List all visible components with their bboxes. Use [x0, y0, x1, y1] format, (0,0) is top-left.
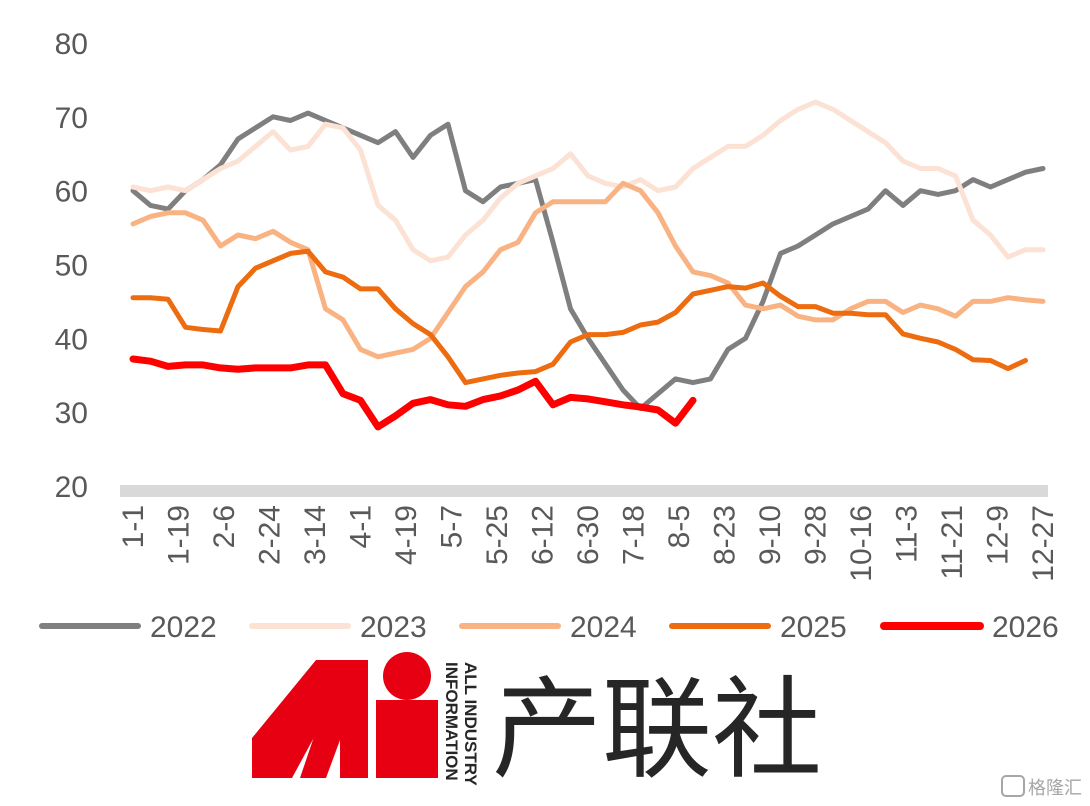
series-line-2023 [130, 99, 1046, 264]
series-line-2026 [129, 355, 697, 431]
x-tick-label: 4-1 [345, 505, 378, 548]
x-tick-label: 11-21 [936, 505, 969, 580]
x-tick-label: 3-14 [299, 505, 332, 565]
brand-tagline-line2: INFORMATION [442, 662, 461, 781]
x-tick-label: 2-24 [254, 505, 287, 565]
x-axis-bar [120, 485, 1048, 497]
x-tick-label: 5-25 [481, 505, 514, 565]
series-line-2022 [130, 110, 1046, 411]
series-line-2024 [130, 180, 1046, 360]
x-tick-label: 6-30 [572, 505, 605, 565]
legend-label-2026: 2026 [992, 611, 1059, 644]
x-tick-label: 9-28 [800, 505, 833, 565]
legend-label-2023: 2023 [360, 611, 427, 644]
x-axis: 1-1 1-19 2-6 2-24 3-14 4-1 4-19 5-7 5-25 6-12 6-30… [117, 505, 1060, 582]
logo-letter-i-dot [383, 652, 431, 700]
x-tick-label: 1-1 [117, 505, 150, 548]
legend: 2022 2023 2024 2025 2026 [39, 611, 1059, 644]
x-tick-label: 2-6 [208, 505, 241, 548]
logo-letter-i-stem [376, 700, 438, 778]
legend-label-2024: 2024 [570, 611, 637, 644]
brand-name-cn: 产联社 [492, 666, 822, 794]
x-tick-label: 1-19 [163, 505, 196, 565]
watermark: 格隆汇 [1001, 775, 1082, 799]
y-tick-label: 40 [55, 323, 88, 356]
legend-label-2022: 2022 [150, 611, 217, 644]
brand-tagline-line1: ALL INDUSTRY [461, 662, 480, 786]
y-tick-label: 20 [55, 471, 88, 504]
x-tick-label: 12-27 [1027, 505, 1060, 582]
y-tick-label: 70 [55, 102, 88, 135]
x-tick-label: 11-3 [891, 505, 924, 563]
watermark-text: 格隆汇 [1028, 778, 1082, 799]
y-tick-label: 30 [55, 397, 88, 430]
series-line-2025 [130, 248, 1028, 386]
x-tick-label: 8-5 [663, 505, 696, 548]
x-tick-label: 10-16 [845, 505, 878, 582]
y-axis: 20 30 40 50 60 70 80 [55, 28, 88, 504]
x-tick-label: 6-12 [527, 505, 560, 565]
x-tick-label: 8-23 [709, 505, 742, 565]
legend-label-2025: 2025 [780, 611, 847, 644]
x-tick-label: 7-18 [618, 505, 651, 565]
plot-area [129, 99, 1046, 431]
y-tick-label: 80 [55, 28, 88, 61]
y-tick-label: 50 [55, 250, 88, 283]
x-tick-label: 12-9 [982, 505, 1015, 565]
x-tick-label: 5-7 [436, 505, 469, 548]
watermark-logo-icon [1001, 775, 1025, 797]
x-tick-label: 9-10 [754, 505, 787, 565]
x-tick-label: 4-19 [390, 505, 423, 565]
logo-letter-a-mark [300, 660, 368, 778]
brand-logo: ALL INDUSTRY INFORMATION 产联社 [252, 652, 822, 794]
y-tick-label: 60 [55, 176, 88, 209]
